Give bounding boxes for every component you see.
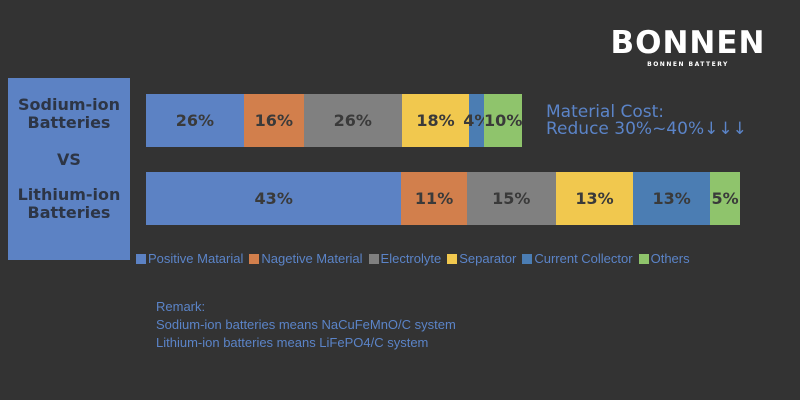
lithium-ion-bar: 43% 11% 15% 13% 13% 5% — [146, 172, 740, 225]
comparison-panel: Sodium-ion Batteries VS Lithium-ion Batter… — [8, 78, 130, 260]
bar-segment-others: 5% — [710, 172, 740, 225]
bar-segment-nagetive-material: 11% — [401, 172, 467, 225]
logo-subtitle: BONNEN BATTERY — [647, 61, 729, 68]
data-label: 15% — [492, 189, 531, 208]
bar-segment-nagetive-material: 16% — [243, 94, 304, 147]
lithium-label-line1: Lithium-ion — [17, 185, 121, 204]
sodium-ion-bar: 26% 16% 26% 18% 4% 10% — [146, 94, 522, 147]
remark-title: Remark: — [156, 299, 206, 314]
bonnen-logo: BONNEN BONNEN BATTERY — [608, 26, 768, 68]
legend-label: Separator — [459, 251, 517, 266]
sodium-label: Sodium-ion Batteries — [8, 96, 130, 132]
bar-segment-electrolyte: 26% — [303, 94, 402, 147]
remark-line1: Sodium-ion batteries means NaCuFeMnO/C s… — [156, 317, 456, 332]
data-label: 4% — [463, 111, 491, 130]
legend-item: Electrolyte — [368, 251, 442, 266]
lithium-label: Lithium-ion Batteries — [8, 186, 130, 222]
legend-label: Nagetive Material — [261, 251, 363, 266]
data-label: 13% — [652, 189, 691, 208]
bar-segment-separator: 18% — [401, 94, 470, 147]
data-label: 11% — [414, 189, 454, 208]
logo-wordmark: BONNEN — [610, 25, 766, 61]
callout-line2: Reduce 30%~40%↓↓↓ — [546, 119, 747, 139]
material-cost-callout: Material Cost: Reduce 30%~40%↓↓↓ — [546, 104, 747, 138]
data-label: 10% — [484, 111, 523, 130]
legend-swatch — [249, 253, 260, 264]
bar-segment-separator: 13% — [555, 172, 634, 225]
data-label: 13% — [575, 189, 614, 208]
bar-segment-current-collector: 4% — [463, 94, 490, 147]
legend-swatch — [136, 253, 146, 264]
bar-segment-positive-matarial: 26% — [146, 94, 244, 147]
data-label: 16% — [254, 111, 293, 130]
legend-item: Separator — [447, 251, 516, 266]
legend-label: Electrolyte — [380, 251, 442, 266]
data-label: 26% — [175, 111, 215, 130]
data-label: 18% — [416, 111, 455, 130]
bar-segment-electrolyte: 15% — [466, 172, 556, 225]
bar-segment-positive-matarial: 43% — [146, 172, 402, 225]
legend-item: Current Collector — [522, 251, 633, 266]
lithium-label-line2: Batteries — [27, 203, 111, 222]
legend-label: Others — [650, 251, 690, 266]
bar-segment-others: 10% — [484, 94, 522, 147]
legend-swatch — [368, 253, 379, 264]
legend-swatch — [638, 253, 649, 264]
legend: Positive Matarial Nagetive Material Electr… — [136, 251, 690, 266]
vs-label: VS — [57, 150, 81, 169]
legend-item: Others — [638, 251, 690, 266]
data-label: 26% — [333, 111, 372, 130]
legend-label: Current Collector — [534, 251, 633, 266]
data-label: 5% — [711, 189, 739, 208]
legend-item: Nagetive Material — [249, 251, 363, 266]
callout-line1: Material Cost: — [546, 102, 664, 122]
sodium-label-line2: Batteries — [27, 113, 111, 132]
legend-item: Positive Matarial — [136, 251, 243, 266]
legend-label: Positive Matarial — [148, 251, 244, 266]
legend-swatch — [447, 253, 458, 264]
legend-swatch — [522, 253, 533, 264]
remark: Remark: Sodium-ion batteries means NaCuF… — [156, 298, 456, 352]
bar-segment-current-collector: 13% — [633, 172, 711, 225]
sodium-label-line1: Sodium-ion — [17, 95, 121, 114]
remark-line2: Lithium-ion batteries means LiFePO4/C sy… — [156, 335, 429, 350]
data-label: 43% — [254, 189, 293, 208]
